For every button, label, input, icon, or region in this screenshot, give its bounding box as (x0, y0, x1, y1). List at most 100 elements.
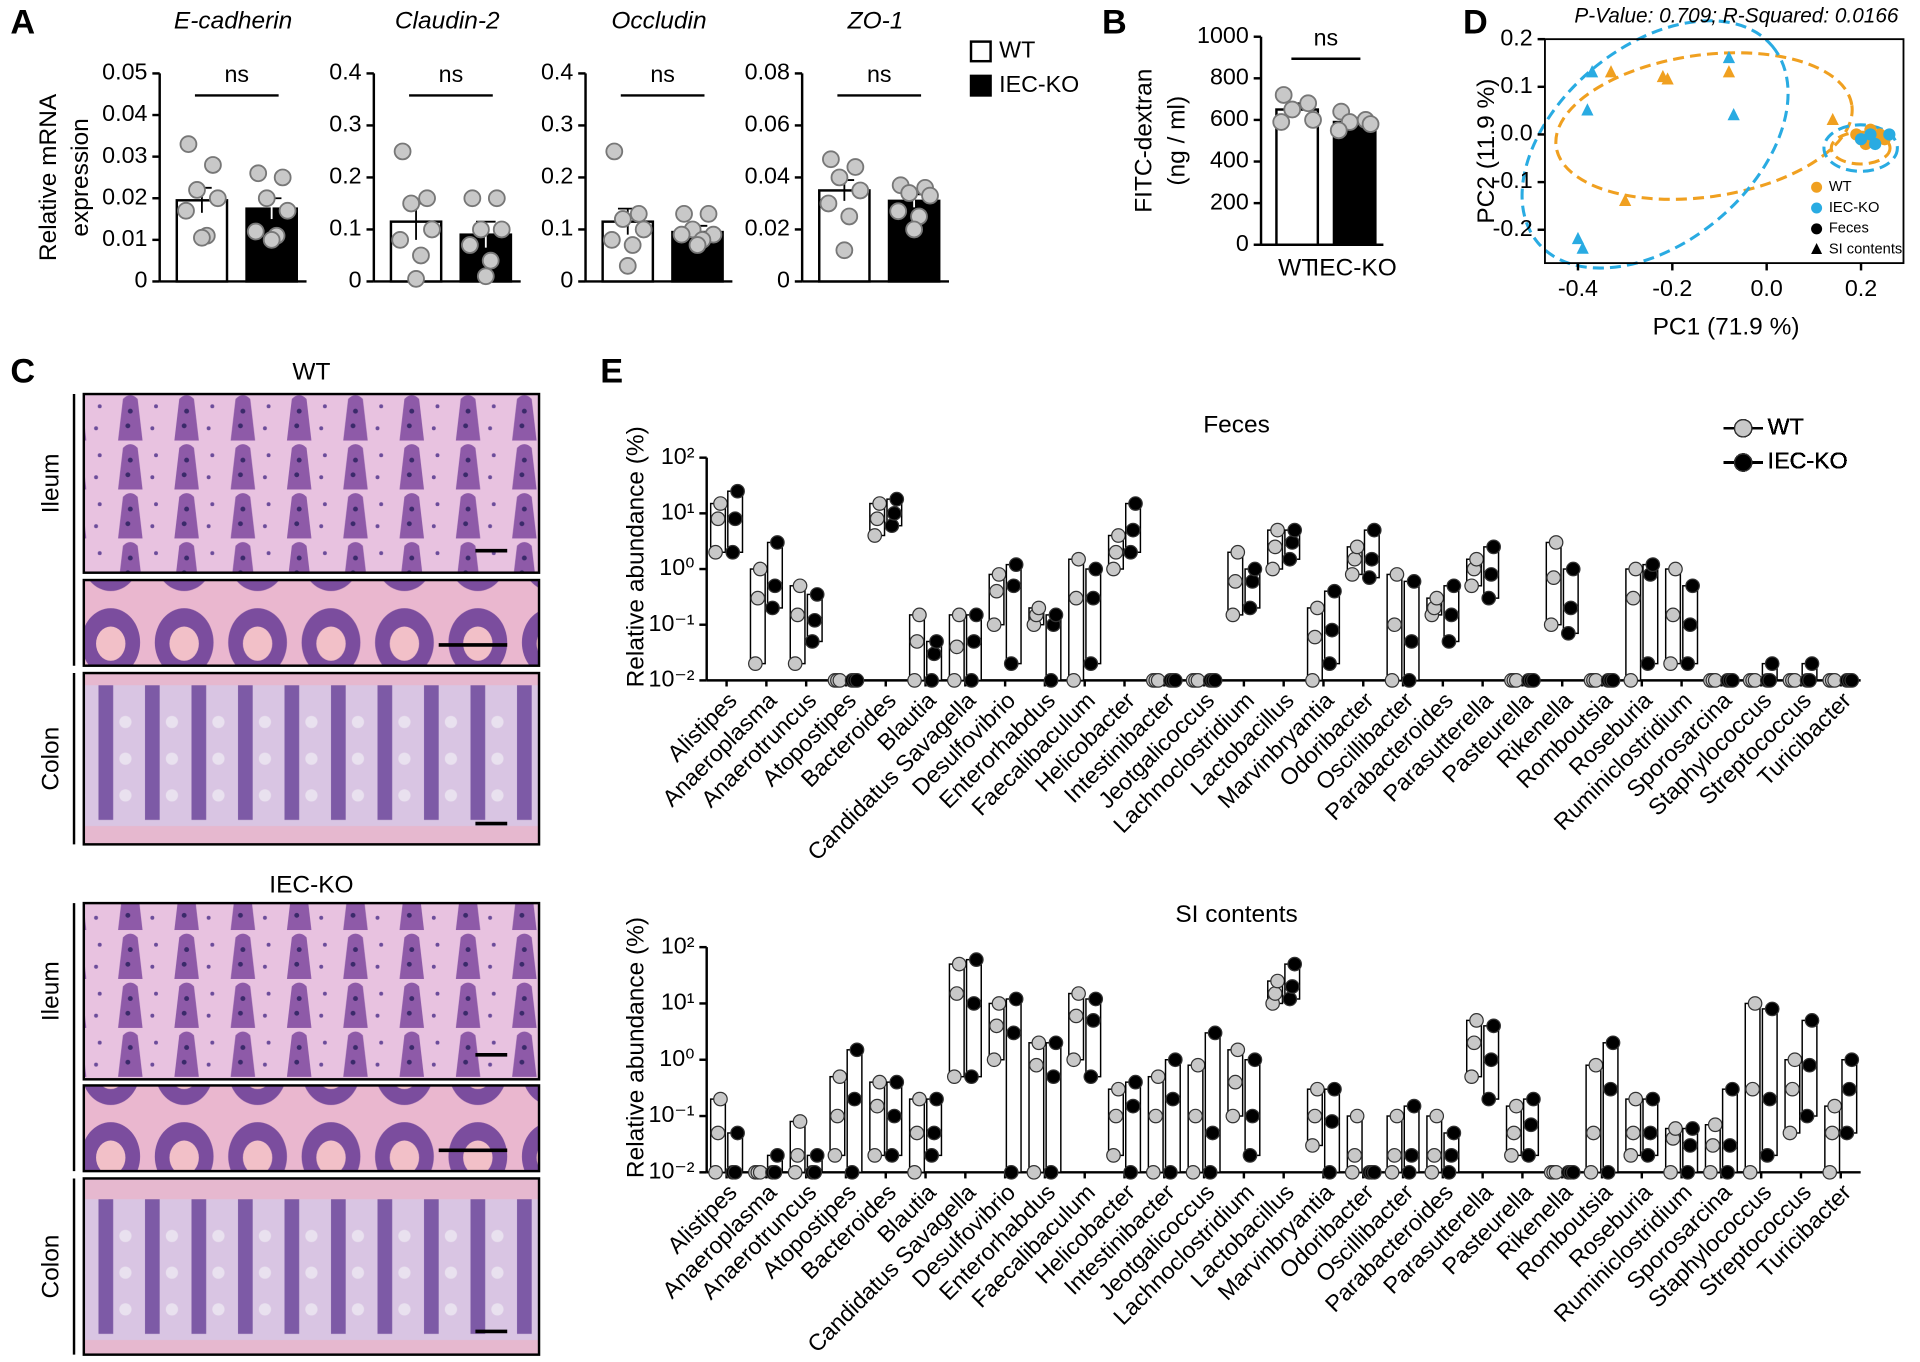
data-point (912, 607, 927, 623)
ileum-image (82, 901, 541, 1081)
data-point (177, 201, 195, 220)
data-point (1747, 996, 1763, 1011)
data-point (1548, 1164, 1564, 1180)
data-point (1466, 1035, 1482, 1051)
data-point (1344, 1164, 1360, 1180)
data-point (1272, 113, 1291, 131)
data-point (849, 673, 865, 688)
range-box (1147, 1075, 1164, 1174)
y-tick-label: 0.04 (745, 163, 790, 189)
data-point (770, 535, 785, 550)
data-point (407, 269, 425, 288)
data-point (1205, 1125, 1220, 1141)
data-point (1167, 673, 1183, 688)
data-point (1680, 1164, 1696, 1180)
data-point (1324, 1114, 1340, 1129)
y-tick-label: 10² (661, 443, 695, 469)
data-point (1349, 539, 1365, 555)
data-point (1247, 561, 1263, 577)
y-tick-label: 0 (777, 267, 790, 293)
data-point (1148, 1108, 1164, 1124)
data-point (179, 135, 198, 154)
data-point (1046, 1069, 1061, 1085)
data-point (727, 1164, 743, 1180)
data-point (1008, 991, 1024, 1007)
data-point (1571, 231, 1585, 245)
data-point (907, 673, 922, 688)
data-point (1283, 100, 1302, 119)
data-point (618, 256, 637, 275)
data-point (1725, 673, 1740, 688)
data-point (713, 496, 728, 511)
data-point (1111, 528, 1126, 543)
data-point (926, 1125, 942, 1141)
data-point (1387, 1148, 1402, 1163)
data-point (708, 1164, 723, 1180)
range-box (1346, 1115, 1363, 1174)
data-point (1762, 1091, 1778, 1107)
data-point (418, 189, 436, 208)
data-point (991, 567, 1007, 582)
chart-title: ZO-1 (847, 7, 904, 34)
data-point (1274, 86, 1293, 104)
y-tick-label: 0.05 (102, 59, 147, 85)
data-point (1150, 1069, 1166, 1085)
chart-title: Occludin (611, 7, 706, 34)
data-point (1640, 656, 1656, 671)
data-point (929, 1091, 944, 1107)
data-point (481, 251, 500, 270)
legend-label: WT (1768, 413, 1804, 439)
data-point (1625, 1125, 1641, 1141)
data-point (1548, 535, 1564, 550)
y-tick-label: 200 (1210, 188, 1249, 214)
chart-title: E-cadherin (174, 7, 292, 34)
data-point (1270, 973, 1285, 989)
data-point (1108, 1108, 1124, 1124)
data-point (1446, 578, 1462, 594)
data-point (492, 220, 511, 239)
y-tick-label: 0.1 (541, 215, 573, 241)
range-box (1323, 1088, 1341, 1174)
data-point (1031, 1035, 1047, 1051)
range-box (1602, 1042, 1619, 1174)
data-point (1202, 1164, 1218, 1180)
data-point (1623, 673, 1639, 688)
y-tick-label: 10⁻¹ (649, 1101, 695, 1127)
data-point (844, 1164, 860, 1180)
data-point (1586, 1125, 1601, 1141)
data-point (969, 952, 984, 967)
data-point (1344, 567, 1360, 582)
data-point (949, 986, 965, 1001)
data-point (1384, 673, 1400, 688)
y-tick-label: 0.02 (102, 183, 147, 209)
data-point (423, 220, 441, 239)
data-point (1088, 561, 1104, 577)
legend-marker (1811, 181, 1823, 193)
data-point (730, 1125, 745, 1141)
legend-label: WT (1768, 413, 1804, 439)
data-point (1424, 1164, 1440, 1180)
data-point (986, 1052, 1002, 1068)
data-point (1265, 561, 1281, 577)
data-point (912, 1091, 927, 1107)
legend-label: IEC-KO (1768, 448, 1848, 474)
range-box (846, 1049, 863, 1174)
data-point (1349, 1108, 1365, 1124)
data-point (884, 518, 900, 534)
data-point (1824, 1125, 1840, 1141)
data-point (1645, 1091, 1661, 1107)
data-point (393, 142, 412, 161)
data-point (1310, 600, 1325, 616)
legend-label: WT (1768, 413, 1804, 439)
data-point (851, 181, 870, 200)
legend-label: WT (1768, 413, 1804, 439)
range-box (1164, 1059, 1181, 1174)
data-point (1563, 600, 1579, 616)
data-point (822, 150, 840, 169)
legend-swatch (969, 40, 992, 63)
data-point (1722, 65, 1736, 78)
legend-label: WT (1768, 413, 1804, 439)
data-point (1668, 1121, 1683, 1136)
data-point (1727, 108, 1740, 121)
data-point (1242, 600, 1258, 616)
